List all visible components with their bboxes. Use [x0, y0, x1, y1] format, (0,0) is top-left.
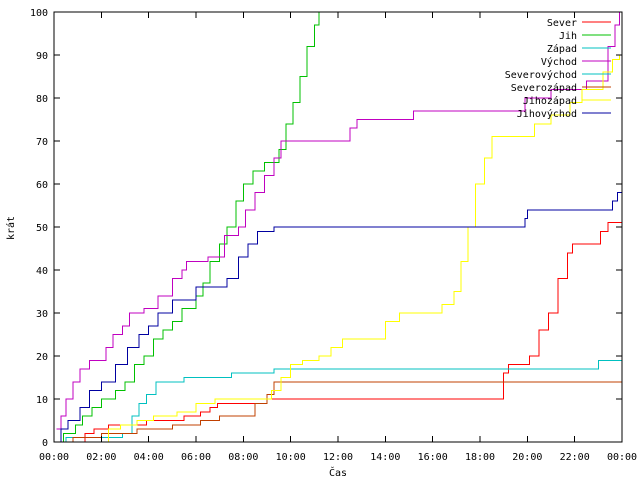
x-tick-label-6: 12:00: [323, 452, 353, 463]
x-tick-label-1: 02:00: [86, 452, 116, 463]
legend-label-6: Jihozápad: [523, 95, 577, 107]
y-tick-label-6: 60: [36, 180, 48, 191]
legend-label-3: Východ: [541, 56, 577, 68]
y-axis-title: krát: [5, 216, 17, 240]
legend-label-0: Sever: [547, 18, 577, 29]
y-tick-label-1: 10: [36, 395, 48, 406]
x-tick-label-3: 06:00: [181, 452, 211, 463]
x-axis-title: Čas: [329, 466, 347, 479]
legend-label-7: Jihovýchod: [517, 108, 577, 120]
y-tick-label-7: 70: [36, 137, 48, 148]
series-line-6: [99, 55, 621, 443]
legend: Sever JihZápadVýchodSeverovýchodSeverozáp…: [505, 18, 611, 120]
axes-layer: 0 10 20 30 40 50 60 70 80 90 100 00:00 02:00 04:00 06:…: [30, 8, 637, 463]
y-tick-label-8: 80: [36, 94, 48, 105]
y-tick-label-2: 20: [36, 352, 48, 363]
y-tick-label-9: 90: [36, 51, 48, 62]
x-tick-label-12: 00:00: [607, 452, 637, 463]
x-tick-label-8: 16:00: [418, 452, 448, 463]
y-tick-label-3: 30: [36, 309, 48, 320]
series-line-7: [56, 184, 623, 443]
x-tick-label-0: 00:00: [39, 452, 69, 463]
x-tick-label-11: 22:00: [560, 452, 590, 463]
y-tick-label-4: 40: [36, 266, 48, 277]
y-tick-label-0: 0: [42, 438, 48, 449]
y-tick-label-5: 50: [36, 223, 48, 234]
y-tick-label-10: 100: [30, 8, 48, 19]
x-tick-label-7: 14:00: [370, 452, 400, 463]
legend-label-1: Jih: [559, 31, 577, 42]
legend-label-2: Západ: [547, 43, 577, 55]
x-tick-label-2: 04:00: [134, 452, 164, 463]
series-layer: [54, 12, 623, 443]
x-tick-label-10: 20:00: [512, 452, 542, 463]
legend-label-5: Severozápad: [511, 82, 577, 94]
x-tick-label-5: 10:00: [276, 452, 306, 463]
x-tick-label-4: 08:00: [228, 452, 258, 463]
series-line-2: [54, 359, 622, 443]
legend-label-4: Severovýchod: [505, 69, 577, 81]
series-line-3: [56, 12, 621, 430]
series-line-1: [54, 12, 320, 443]
x-tick-label-9: 18:00: [465, 452, 495, 463]
